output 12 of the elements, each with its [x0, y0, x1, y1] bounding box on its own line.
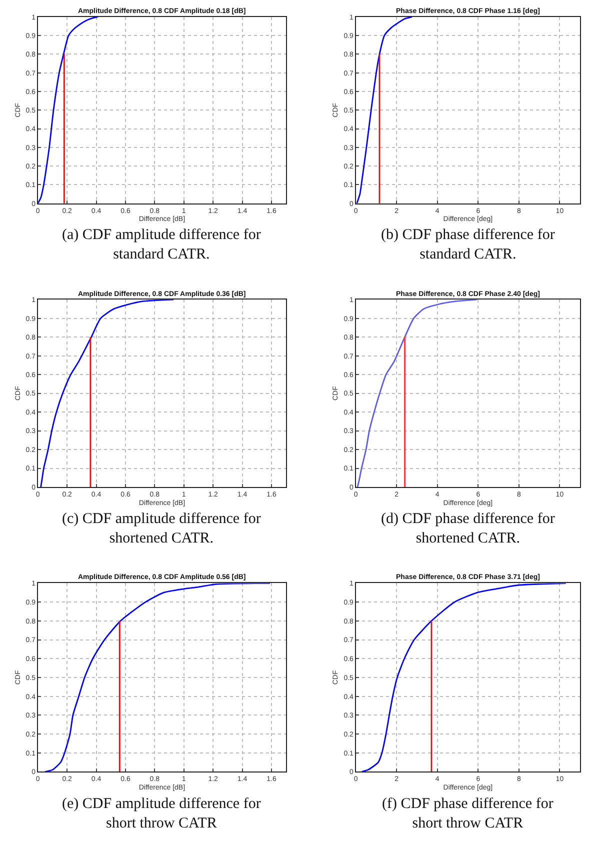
line-series [40, 300, 174, 488]
line-series [356, 16, 413, 204]
line-series [361, 583, 567, 772]
text: (d) CDF phase difference for shortened CATR. [381, 511, 555, 546]
line-series [356, 300, 478, 488]
text: (a) CDF amplitude difference for standard CATR. [62, 227, 261, 262]
text: (c) CDF amplitude difference for shortened CATR. [62, 511, 261, 546]
line-series [38, 16, 98, 204]
text: (f) CDF phase difference for short throw CATR [382, 796, 554, 832]
line-series [44, 583, 271, 772]
text: (b) CDF phase difference for standard CATR. [381, 227, 555, 262]
text: (e) CDF amplitude difference for short throw CATR [62, 796, 261, 832]
